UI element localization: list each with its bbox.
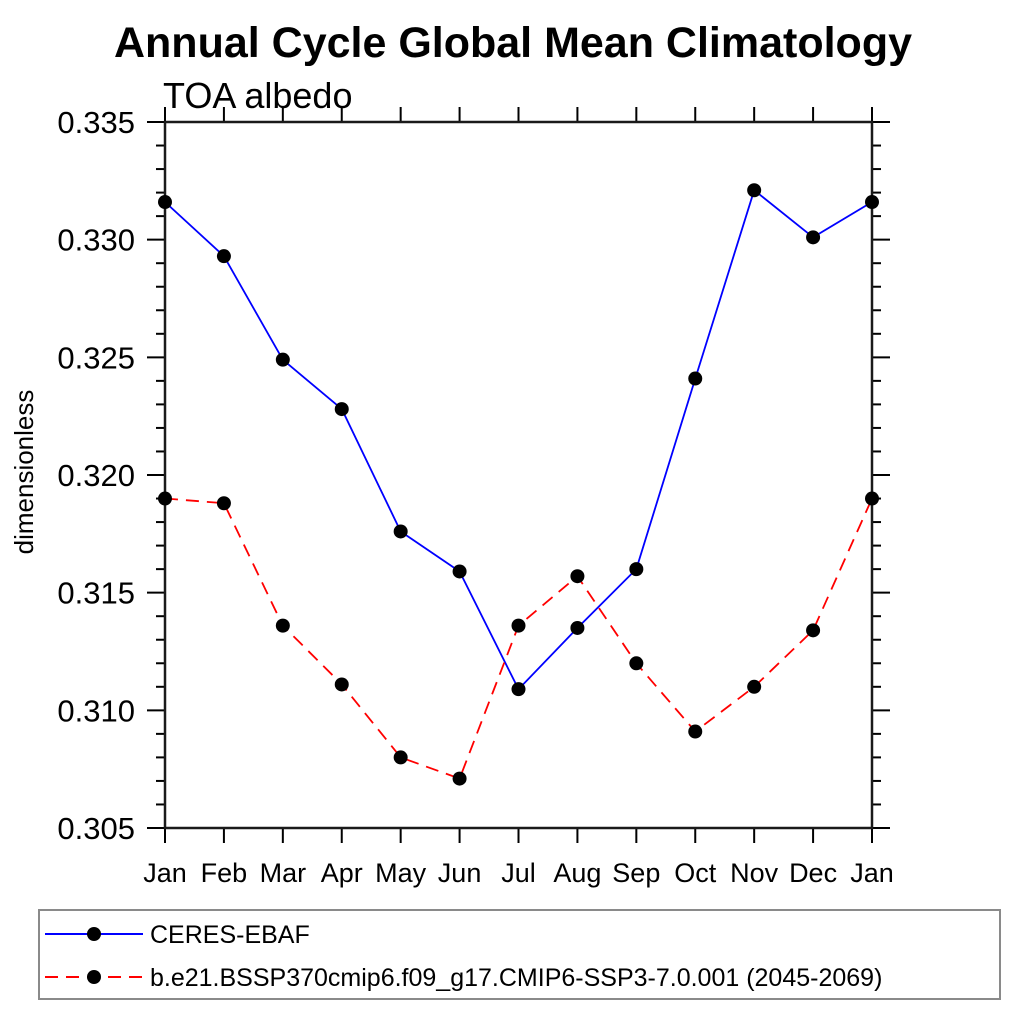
y-tick-label: 0.305 [57,811,135,846]
chart-title: Annual Cycle Global Mean Climatology [114,19,912,67]
axes: 0.305 0.310 0.315 0.320 0.325 0.330 0.335 Jan Fe… [57,105,893,888]
series-line-1 [164,497,873,780]
y-tick-label: 0.325 [57,340,135,375]
x-tick-label: Apr [321,858,363,888]
y-tick-label: 0.335 [57,105,135,140]
data-point [158,195,172,210]
y-tick-label: 0.315 [57,576,135,611]
x-tick-label: Jul [501,858,536,888]
x-tick-label: Dec [789,858,837,888]
data-point [747,183,762,198]
plot-border [163,120,874,830]
legend-marker-icon [87,970,101,984]
data-point [452,771,467,786]
data-point [865,491,879,506]
data-point [688,371,703,386]
y-tick-label: 0.320 [57,458,135,493]
x-tick-label: Jan [143,858,187,888]
data-point [806,230,821,245]
data-point [334,402,349,417]
legend: CERES-EBAF b.e21.BSSP370cmip6.f09_g17.CM… [38,909,1001,1000]
data-point [747,679,762,694]
x-tick-label: Jan [850,858,894,888]
data-point [216,496,231,511]
legend-marker-icon [87,927,101,941]
data-point [158,491,172,506]
x-tick-label: Sep [612,858,660,888]
data-point [216,249,231,264]
data-point [334,677,349,692]
legend-entry-ceres-ebaf: CERES-EBAF [45,921,310,949]
legend-label: CERES-EBAF [150,921,310,949]
data-point [570,620,585,635]
data-point [570,569,585,584]
y-tick-label: 0.330 [57,223,135,258]
x-tick-label: May [375,858,427,888]
data-point [629,656,644,671]
legend-label: b.e21.BSSP370cmip6.f09_g17.CMIP6-SSP3-7.… [150,964,882,992]
y-axis-label: dimensionless [9,390,39,555]
x-tick-label: Mar [260,858,307,888]
legend-entry-model-run: b.e21.BSSP370cmip6.f09_g17.CMIP6-SSP3-7.… [45,964,882,992]
data-point [275,352,290,367]
series-layer [158,183,879,786]
data-point [865,195,879,210]
data-point [452,564,467,579]
y-tick-label: 0.310 [57,693,135,728]
data-point [393,524,408,539]
x-tick-label: Jun [438,858,482,888]
data-point [629,562,644,577]
data-point [688,724,703,739]
data-point [393,750,408,765]
x-tick-label: Oct [674,858,717,888]
data-point [511,682,526,697]
data-point [806,623,821,638]
x-tick-label: Aug [553,858,601,888]
series-line-0 [164,188,873,691]
x-tick-label: Nov [730,858,779,888]
legend-box [38,909,1001,1000]
data-point [511,618,526,633]
data-point [275,618,290,633]
chart-subtitle: TOA albedo [163,75,352,116]
x-tick-label: Feb [201,858,248,888]
